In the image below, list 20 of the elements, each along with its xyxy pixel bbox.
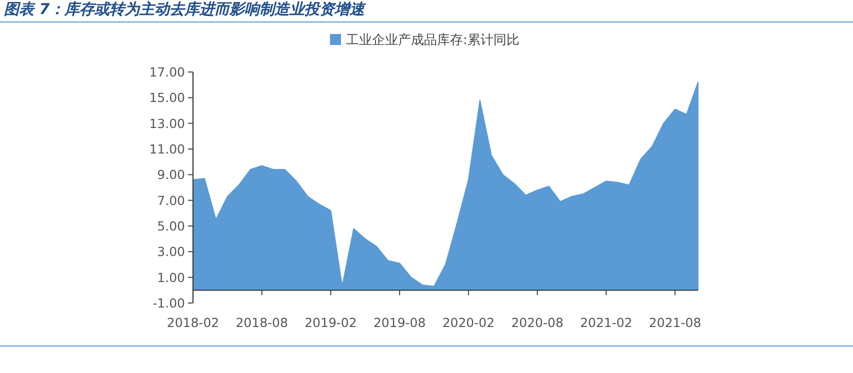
y-tick-label: 17.00 — [149, 64, 186, 80]
x-tick-label: 2018-02 — [166, 315, 220, 330]
legend-label: 工业企业产成品库存:累计同比 — [346, 33, 520, 48]
y-tick-label: 1.00 — [157, 270, 186, 285]
x-tick-label: 2020-02 — [442, 315, 495, 330]
y-tick-label: 7.00 — [157, 192, 186, 208]
x-tick-label: 2018-08 — [236, 315, 288, 330]
y-tick-label: 5.00 — [157, 218, 186, 234]
y-tick-label: 3.00 — [157, 244, 186, 260]
x-tick-label: 2019-08 — [373, 315, 426, 330]
x-tick-label: 2020-08 — [511, 315, 564, 330]
x-tick-label: 2021-02 — [580, 315, 632, 330]
y-tick-label: 9.00 — [157, 167, 186, 182]
y-tick-label: -1.00 — [152, 296, 186, 310]
y-tick-label: 13.00 — [149, 116, 186, 131]
y-tick-label: 15.00 — [149, 90, 186, 106]
chart-title: 图表 7：库存或转为主动去库进而影响制造业投资增速 — [4, 0, 367, 18]
y-tick-label: 11.00 — [149, 142, 186, 156]
x-tick-label: 2021-08 — [648, 315, 702, 330]
x-tick-label: 2019-02 — [304, 315, 357, 330]
